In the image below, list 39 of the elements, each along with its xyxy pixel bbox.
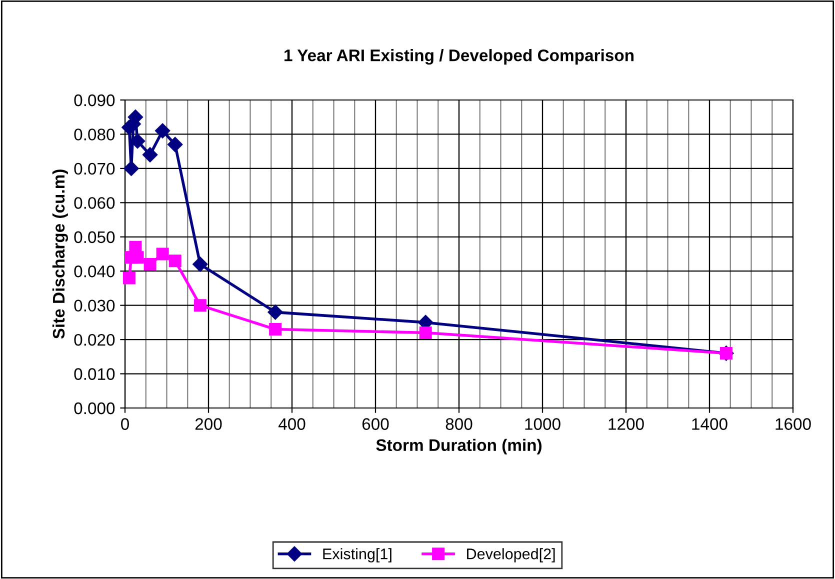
y-tick-label: 0.020	[74, 334, 115, 346]
y-tick-label: 0.000	[74, 402, 115, 414]
point	[122, 272, 136, 284]
y-tick-label: 0.030	[74, 300, 115, 312]
y-axis-title: Site Discharge (cu.m)	[52, 170, 68, 339]
y-tick-label: 0.040	[74, 266, 115, 278]
y-tick-label: 0.080	[74, 128, 115, 140]
x-tick-label: 800	[446, 418, 472, 430]
point	[130, 133, 146, 149]
point	[156, 248, 169, 260]
legend-label: Developed[2]	[467, 548, 555, 562]
point	[144, 258, 156, 271]
x-tick-label: 1600	[776, 418, 811, 430]
x-tick-label: 0	[121, 418, 129, 430]
point	[131, 251, 144, 264]
y-tick-label: 0.010	[74, 368, 115, 380]
point	[168, 254, 182, 268]
point	[194, 299, 206, 312]
x-tick-label: 400	[278, 418, 306, 430]
point	[269, 323, 282, 336]
x-tick-label: 1400	[692, 418, 728, 430]
point	[124, 160, 139, 176]
legend-label: Existing[1]	[323, 548, 392, 562]
x-tick-label: 1000	[525, 418, 560, 430]
y-tick-label: 0.060	[74, 197, 115, 209]
x-axis-title: Storm Duration (min)	[376, 438, 542, 454]
x-tick-label: 200	[195, 418, 222, 430]
point	[168, 136, 183, 152]
point	[142, 147, 158, 162]
y-tick-label: 0.050	[74, 231, 115, 244]
point	[268, 304, 283, 320]
y-tick-label: 0.090	[74, 94, 115, 106]
y-tick-label: 0.070	[74, 162, 115, 175]
point	[192, 256, 208, 272]
point	[419, 326, 432, 339]
x-tick-label: 1200	[608, 418, 644, 430]
x-tick-label: 600	[362, 418, 389, 430]
point	[155, 123, 170, 138]
chart-title: 1 Year ARI Existing / Developed Comparison	[284, 49, 634, 65]
